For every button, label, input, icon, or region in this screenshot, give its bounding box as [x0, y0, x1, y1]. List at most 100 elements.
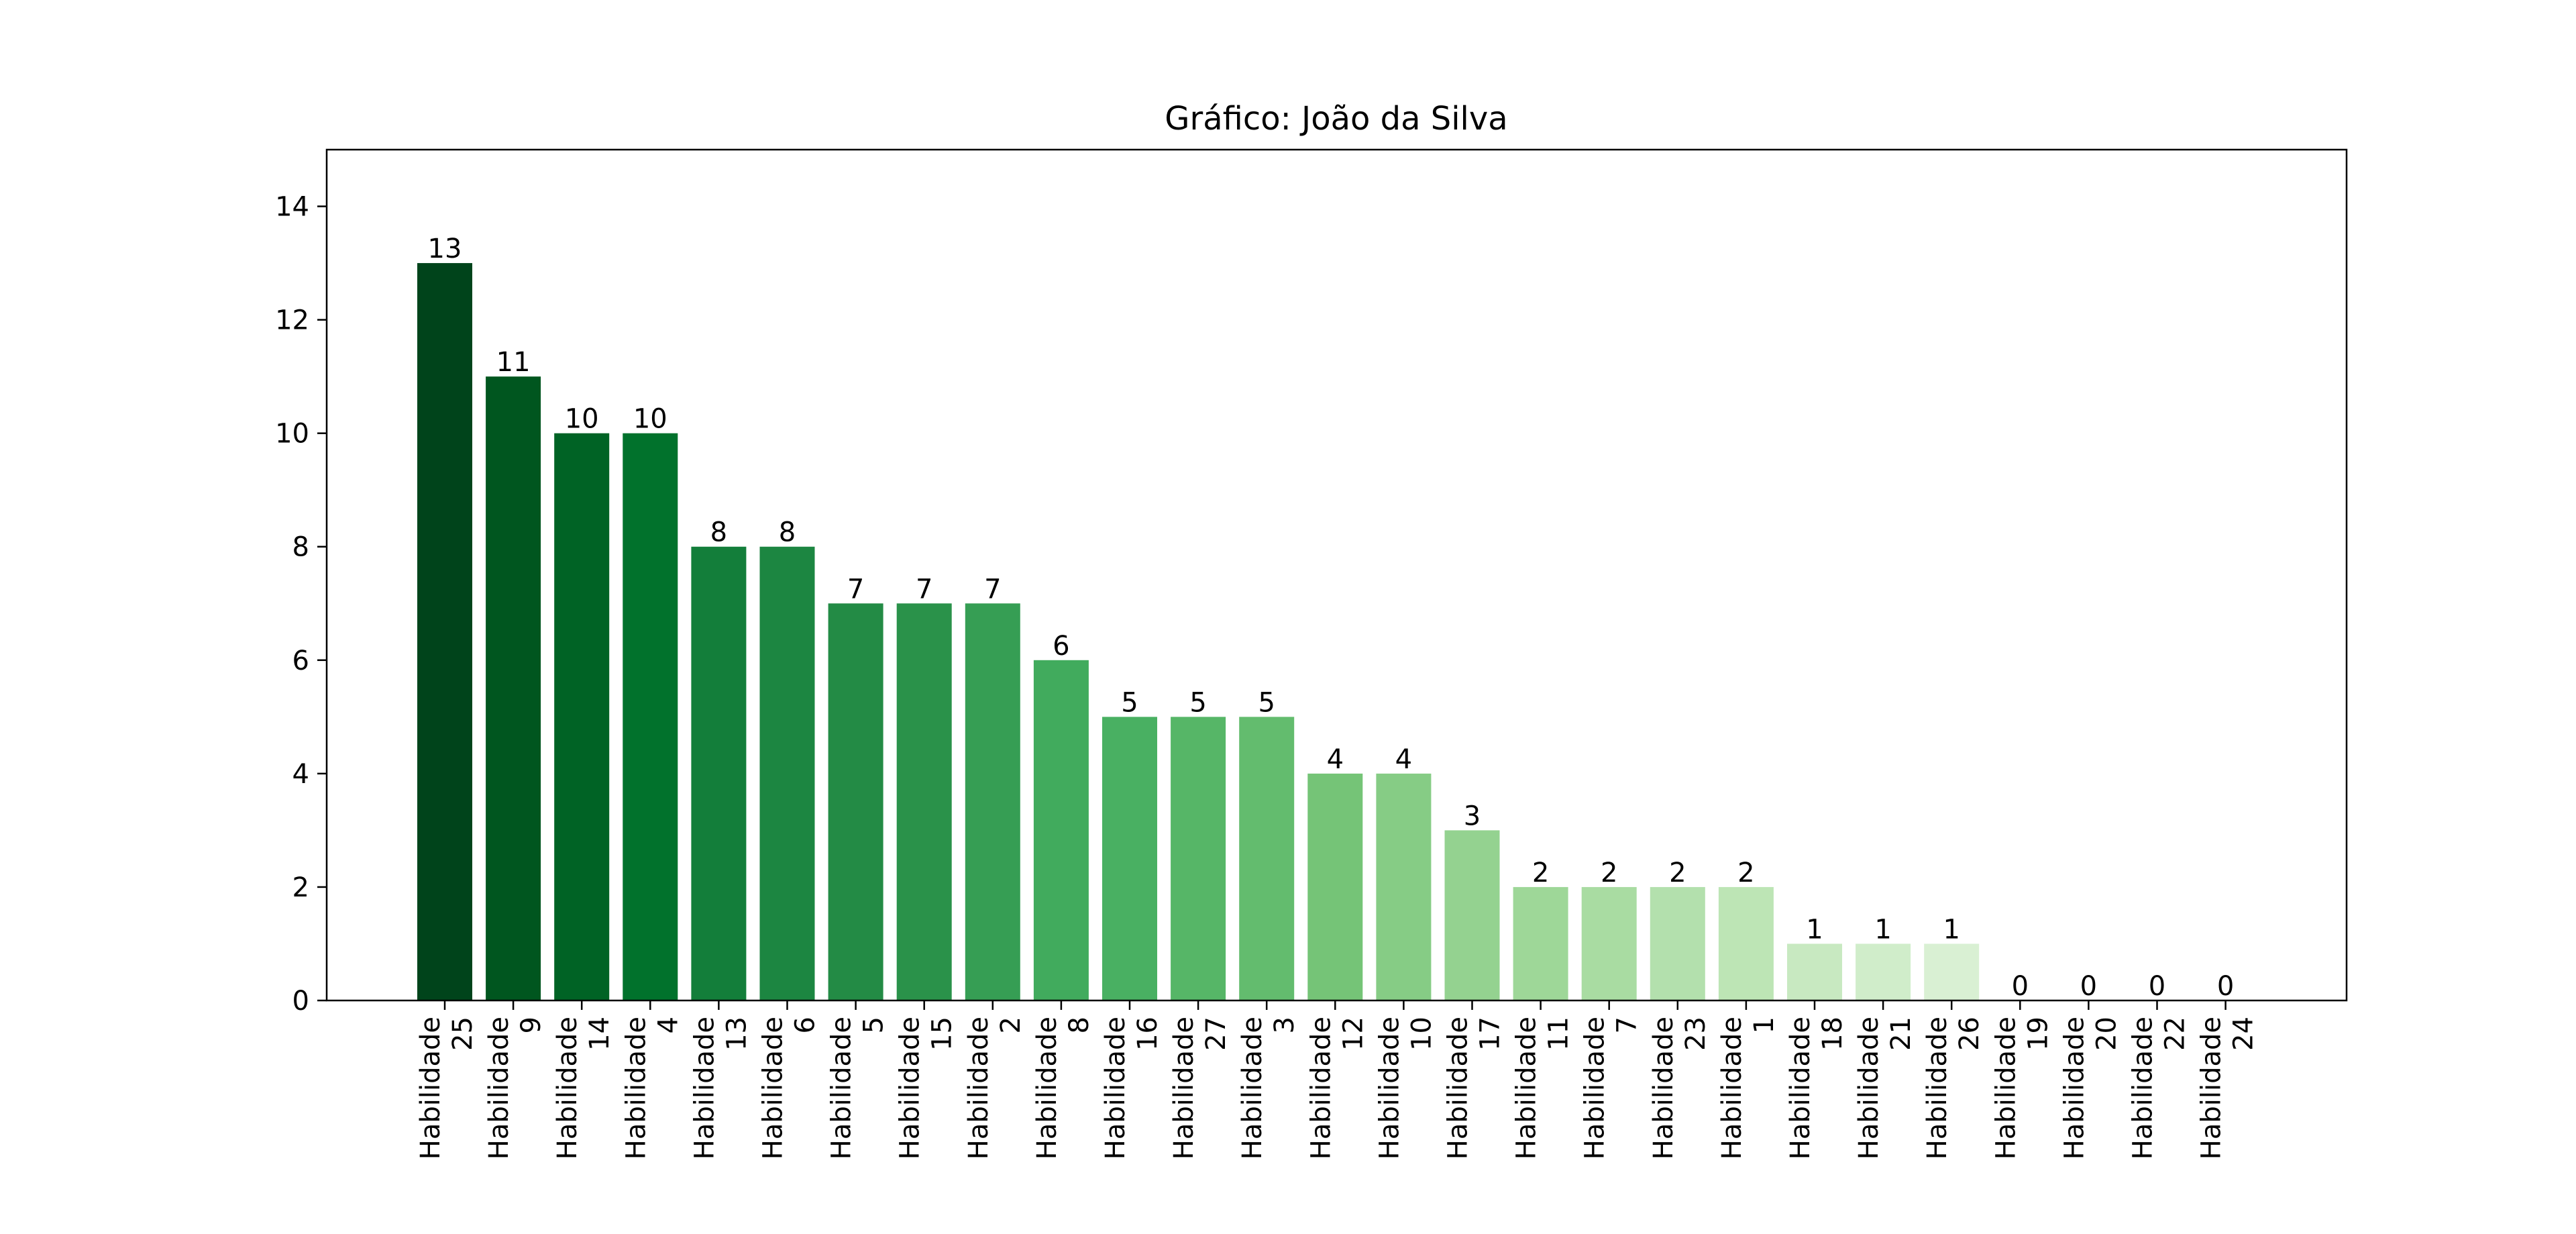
x-tick-label: Habilidade 27: [1169, 1017, 1232, 1160]
svg-text:Habilidade: Habilidade: [2196, 1017, 2227, 1160]
svg-text:24: 24: [2229, 1017, 2259, 1051]
bar: [623, 433, 678, 1000]
x-tick-label: Habilidade 23: [1648, 1017, 1711, 1160]
x-tick-label: Habilidade 8: [1032, 1017, 1095, 1160]
bar-value-label: 5: [1258, 687, 1275, 718]
svg-text:Habilidade: Habilidade: [1580, 1017, 1611, 1160]
svg-text:14: 14: [584, 1017, 615, 1051]
svg-text:Habilidade: Habilidade: [1990, 1017, 2021, 1160]
bar: [896, 603, 952, 1000]
x-tick-label: Habilidade 14: [552, 1017, 615, 1160]
x-axis: Habilidade 25 Habilidade 9 Habilidade 14 Habil…: [415, 1000, 2259, 1160]
svg-text:Habilidade: Habilidade: [1717, 1017, 1748, 1160]
svg-text:Habilidade: Habilidade: [758, 1017, 789, 1160]
bar-value-label: 2: [1669, 858, 1686, 888]
svg-text:Habilidade: Habilidade: [689, 1017, 720, 1160]
bar-value-label: 5: [1121, 687, 1138, 718]
bar: [554, 433, 610, 1000]
svg-text:Habilidade: Habilidade: [415, 1017, 446, 1160]
bar-value-label: 7: [847, 574, 864, 605]
x-tick-label: Habilidade 3: [1237, 1017, 1300, 1160]
bars-group: [417, 263, 1980, 1001]
x-tick-label: Habilidade 1: [1717, 1017, 1780, 1160]
x-tick-label: Habilidade 17: [1443, 1017, 1506, 1160]
svg-text:7: 7: [1612, 1017, 1643, 1033]
svg-text:Habilidade: Habilidade: [2128, 1017, 2159, 1160]
svg-text:26: 26: [1954, 1017, 1985, 1051]
svg-text:Habilidade: Habilidade: [1374, 1017, 1405, 1160]
svg-text:10: 10: [1406, 1017, 1437, 1051]
bar: [486, 376, 541, 1000]
bar-value-label: 2: [1737, 858, 1754, 888]
bar-value-label: 0: [2217, 971, 2234, 1002]
x-tick-label: Habilidade 25: [415, 1017, 478, 1160]
bar: [1239, 717, 1295, 1000]
svg-text:Habilidade: Habilidade: [552, 1017, 583, 1160]
y-tick-label: 2: [292, 872, 309, 903]
x-tick-label: Habilidade 19: [1990, 1017, 2053, 1160]
x-tick-label: Habilidade 21: [1854, 1017, 1917, 1160]
bar: [1033, 660, 1089, 1000]
bar-value-label: 1: [1943, 914, 1960, 945]
x-tick-label: Habilidade 26: [1922, 1017, 1985, 1160]
bar: [759, 546, 815, 1000]
bar: [1856, 943, 1911, 1000]
bar-value-label: 10: [633, 404, 667, 435]
bar-value-label: 0: [2149, 971, 2165, 1002]
bar-value-label: 7: [984, 574, 1001, 605]
bar-value-label: 4: [1395, 744, 1412, 775]
y-tick-label: 0: [292, 986, 309, 1017]
svg-text:15: 15: [927, 1017, 958, 1051]
x-tick-label: Habilidade 11: [1511, 1017, 1574, 1160]
svg-text:1: 1: [1749, 1017, 1780, 1033]
bar: [1171, 717, 1226, 1000]
bar-value-label: 8: [710, 517, 727, 548]
x-tick-label: Habilidade 2: [963, 1017, 1026, 1160]
svg-text:Habilidade: Habilidade: [1305, 1017, 1336, 1160]
x-tick-label: Habilidade 13: [689, 1017, 752, 1160]
bar-value-label: 2: [1601, 858, 1617, 888]
svg-text:Habilidade: Habilidade: [1237, 1017, 1268, 1160]
svg-text:25: 25: [447, 1017, 478, 1051]
bar: [1513, 886, 1568, 1000]
x-tick-label: Habilidade 4: [621, 1017, 684, 1160]
svg-text:9: 9: [516, 1017, 547, 1033]
svg-text:Habilidade: Habilidade: [1169, 1017, 1199, 1160]
y-tick-label: 14: [275, 192, 309, 223]
svg-text:Habilidade: Habilidade: [1032, 1017, 1063, 1160]
bar: [1444, 830, 1500, 1000]
bar: [1650, 886, 1705, 1000]
bar: [1718, 886, 1774, 1000]
svg-text:Habilidade: Habilidade: [1443, 1017, 1474, 1160]
bar-value-label: 6: [1053, 631, 1069, 662]
svg-text:Habilidade: Habilidade: [2059, 1017, 2090, 1160]
svg-text:Habilidade: Habilidade: [826, 1017, 857, 1160]
bar: [1581, 886, 1637, 1000]
y-tick-label: 12: [275, 305, 309, 336]
svg-text:3: 3: [1269, 1017, 1300, 1033]
svg-text:Habilidade: Habilidade: [1854, 1017, 1884, 1160]
svg-text:27: 27: [1201, 1017, 1232, 1051]
bar-value-label: 0: [2080, 971, 2097, 1002]
bar: [965, 603, 1020, 1000]
x-tick-label: Habilidade 12: [1305, 1017, 1368, 1160]
y-axis: 0 2 4 6 8 10 12 14: [275, 192, 327, 1017]
svg-text:17: 17: [1475, 1017, 1506, 1051]
bar: [828, 603, 883, 1000]
plot-frame: [325, 148, 2348, 1002]
bar-value-label: 3: [1464, 801, 1481, 831]
bar-value-label: 2: [1532, 858, 1549, 888]
svg-text:22: 22: [2160, 1017, 2191, 1051]
svg-text:6: 6: [790, 1017, 821, 1033]
bar-value-label: 8: [779, 517, 796, 548]
svg-text:11: 11: [1544, 1017, 1574, 1051]
bar-value-label: 0: [2012, 971, 2029, 1002]
bar-value-label: 11: [496, 347, 531, 378]
bar: [1307, 773, 1363, 1000]
svg-text:Habilidade: Habilidade: [1922, 1017, 1953, 1160]
svg-text:Habilidade: Habilidade: [1648, 1017, 1679, 1160]
x-tick-label: Habilidade 16: [1100, 1017, 1163, 1160]
bar: [1102, 717, 1157, 1000]
